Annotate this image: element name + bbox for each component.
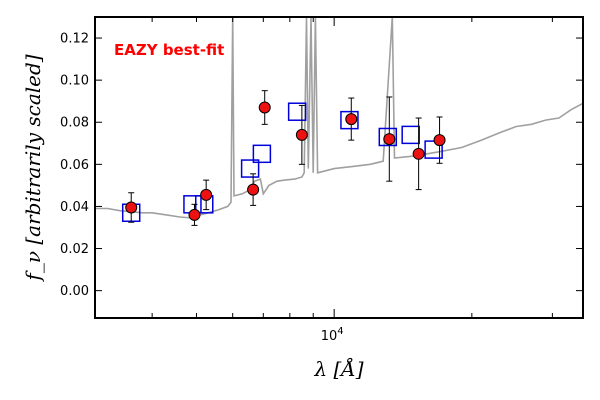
model-photometry-square [401,125,420,145]
y-axis-label: f_ν [arbitrarily scaled] [21,54,45,282]
model-photometry-square [287,102,307,121]
x-tick-label-exponent: 4 [337,326,343,337]
observed-photometry-layer [125,90,446,226]
observed-data-point [188,208,201,221]
axes-frame [94,16,584,319]
observed-data-point [200,188,213,201]
y-tick-label: 0.10 [60,74,89,89]
model-photometry-square [252,144,272,164]
y-tick-label: 0.08 [60,116,89,131]
observed-data-point [412,147,425,160]
x-axis-label: λ [Å] [313,356,363,381]
model-photometry-square [378,127,398,147]
observed-data-point [383,133,396,146]
observed-data-point [258,101,271,114]
y-tick-label: 0.04 [60,200,89,215]
y-tick-label: 0.00 [60,284,89,299]
plot-area [95,17,583,226]
y-tick-label: 0.12 [60,32,89,47]
observed-data-point [295,128,308,141]
x-tick-label-base: 10 [321,329,338,344]
observed-data-point [433,134,446,147]
x-axis-ticks: 104 [151,17,553,344]
model-photometry-square [340,110,359,130]
x-tick-label: 104 [321,326,344,344]
chart-annotation: EAZY best-fit [114,41,224,59]
y-tick-label: 0.06 [60,158,89,173]
y-tick-label: 0.02 [60,242,89,257]
observed-data-point [247,183,260,196]
observed-data-point [125,201,138,214]
model-photometry-square [240,159,260,178]
model-photometry-square [424,140,443,159]
y-axis-ticks: 0.00 0.02 0.04 0.06 0.08 0.10 0.12 [60,32,583,299]
observed-data-point [345,113,358,126]
